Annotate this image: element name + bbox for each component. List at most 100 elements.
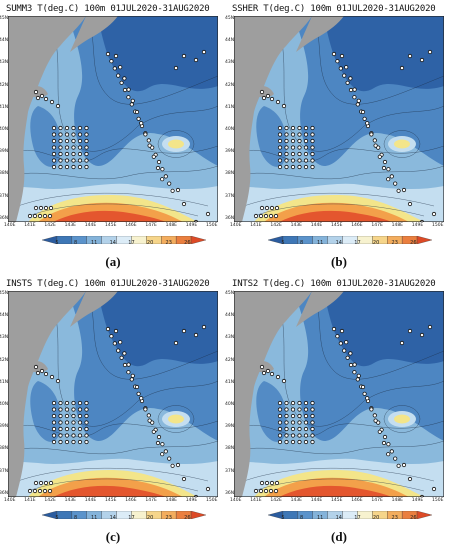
colorbar-tick-label: 8 — [73, 240, 78, 246]
longitude-label: 144E — [310, 223, 323, 228]
colorbar-tick-label: 5 — [281, 515, 285, 521]
latitude-label: 43N — [225, 335, 235, 341]
latitude-label: 41N — [0, 379, 9, 385]
longitude-label: 142E — [44, 223, 56, 228]
longitude-label: 140E — [230, 498, 242, 503]
latitude-label: 41N — [0, 104, 9, 110]
panel-title: INTS2 T(deg.C) 100m 01JUL2020-31AUG2020 — [232, 279, 436, 289]
latitude-label: 45N — [0, 16, 9, 21]
temperature-map — [234, 291, 444, 497]
colorbar-tick-label: 20 — [372, 240, 380, 246]
longitude-label: 147E — [145, 498, 157, 503]
latitude-label: 42N — [225, 357, 235, 363]
colorbar-tick-label: 17 — [354, 515, 361, 521]
longitude-label: 147E — [371, 498, 383, 503]
colorbar-ticks: 5 8 11 14 17 20 23 26 — [42, 515, 206, 523]
longitude-label: 146E — [125, 223, 137, 228]
longitude-label: 147E — [145, 223, 157, 228]
longitude-label: 149E — [411, 498, 424, 503]
longitude-label: 141E — [250, 498, 262, 503]
colorbar-tick-label: 20 — [372, 515, 380, 521]
latitude-label: 37N — [225, 468, 235, 474]
latitude-label: 37N — [225, 193, 235, 199]
colorbar-tick-label: 11 — [316, 515, 324, 521]
longitude-label: 141E — [24, 498, 36, 503]
colorbar-tick-label: 5 — [281, 240, 285, 246]
panel-title: SSHER T(deg.C) 100m 01JUL2020-31AUG2020 — [232, 4, 436, 14]
latitude-label: 39N — [0, 149, 9, 155]
colorbar-tick-label: 17 — [354, 240, 361, 246]
map-panel-a: SUMM3 T(deg.C) 100m 01JUL2020-31AUG2020 4… — [0, 0, 226, 275]
longitude-label: 140E — [4, 498, 16, 503]
latitude-label: 38N — [0, 171, 9, 177]
colorbar-ticks: 5 8 11 14 17 20 23 26 — [42, 240, 206, 248]
colorbar-tick-label: 17 — [128, 515, 135, 521]
latitude-label: 42N — [0, 82, 9, 88]
panel-label: (d) — [331, 529, 347, 544]
latitude-label: 39N — [0, 424, 9, 430]
latitude-label: 40N — [0, 127, 9, 132]
latitude-label: 44N — [0, 313, 9, 319]
temperature-map — [8, 291, 218, 497]
longitude-label: 143E — [290, 498, 303, 503]
latitude-label: 40N — [225, 402, 235, 407]
colorbar-tick-label: 14 — [109, 515, 116, 521]
colorbar-tick-label: 26 — [410, 515, 417, 521]
panel-title: INSTS T(deg.C) 100m 01JUL2020-31AUG2020 — [6, 279, 210, 289]
colorbar-tick-label: 11 — [90, 515, 98, 521]
longitude-label: 150E — [206, 498, 218, 503]
colorbar-ticks: 5 8 11 14 17 20 23 26 — [268, 515, 432, 523]
longitude-label: 142E — [44, 498, 56, 503]
latitude-label: 37N — [0, 468, 9, 474]
colorbar-tick-label: 11 — [90, 240, 98, 246]
latitude-label: 36N — [225, 215, 235, 221]
latitude-label: 43N — [0, 60, 9, 66]
colorbar-tick-label: 11 — [316, 240, 324, 246]
temperature-map — [234, 16, 444, 222]
panel-label: (b) — [331, 254, 347, 269]
longitude-label: 150E — [432, 223, 444, 228]
colorbar-tick-label: 26 — [184, 515, 191, 521]
latitude-label: 36N — [0, 215, 9, 221]
longitude-label: 145E — [105, 223, 117, 228]
colorbar-tick-label: 26 — [184, 240, 191, 246]
longitude-label: 144E — [84, 223, 97, 228]
longitude-label: 144E — [84, 498, 97, 503]
colorbar-tick-label: 5 — [55, 515, 59, 521]
colorbar — [267, 231, 433, 245]
colorbar-tick-label: 8 — [73, 515, 78, 521]
longitude-label: 142E — [270, 498, 282, 503]
map-panel-c: INSTS T(deg.C) 100m 01JUL2020-31AUG2020 4… — [0, 275, 226, 550]
longitude-label: 148E — [391, 498, 404, 503]
longitude-label: 144E — [310, 498, 323, 503]
colorbar-tick-label: 23 — [165, 515, 172, 521]
longitude-label: 143E — [290, 223, 303, 228]
colorbar-tick-label: 20 — [146, 515, 154, 521]
map-panel-d: INTS2 T(deg.C) 100m 01JUL2020-31AUG2020 4… — [225, 275, 452, 550]
longitude-label: 149E — [185, 498, 198, 503]
longitude-label: 140E — [230, 223, 242, 228]
latitude-label: 44N — [225, 313, 235, 319]
longitude-label: 143E — [64, 223, 77, 228]
colorbar-tick-label: 5 — [55, 240, 59, 246]
longitude-label: 146E — [351, 498, 363, 503]
latitude-label: 41N — [225, 104, 235, 110]
colorbar — [267, 506, 433, 520]
panel-title: SUMM3 T(deg.C) 100m 01JUL2020-31AUG2020 — [6, 4, 210, 14]
map-panel-b: SSHER T(deg.C) 100m 01JUL2020-31AUG2020 4… — [225, 0, 452, 275]
latitude-label: 41N — [225, 379, 235, 385]
latitude-label: 45N — [225, 16, 235, 21]
longitude-label: 149E — [411, 223, 424, 228]
colorbar-tick-label: 14 — [335, 515, 342, 521]
longitude-label: 149E — [185, 223, 198, 228]
colorbar-tick-label: 23 — [391, 240, 398, 246]
colorbar-tick-label: 23 — [165, 240, 172, 246]
longitude-label: 147E — [371, 223, 383, 228]
longitude-label: 146E — [125, 498, 137, 503]
colorbar-tick-label: 23 — [391, 515, 398, 521]
longitude-label: 148E — [391, 223, 404, 228]
latitude-label: 37N — [0, 193, 9, 199]
colorbar-tick-label: 14 — [335, 240, 342, 246]
colorbar-tick-label: 26 — [410, 240, 417, 246]
colorbar-tick-label: 14 — [109, 240, 116, 246]
